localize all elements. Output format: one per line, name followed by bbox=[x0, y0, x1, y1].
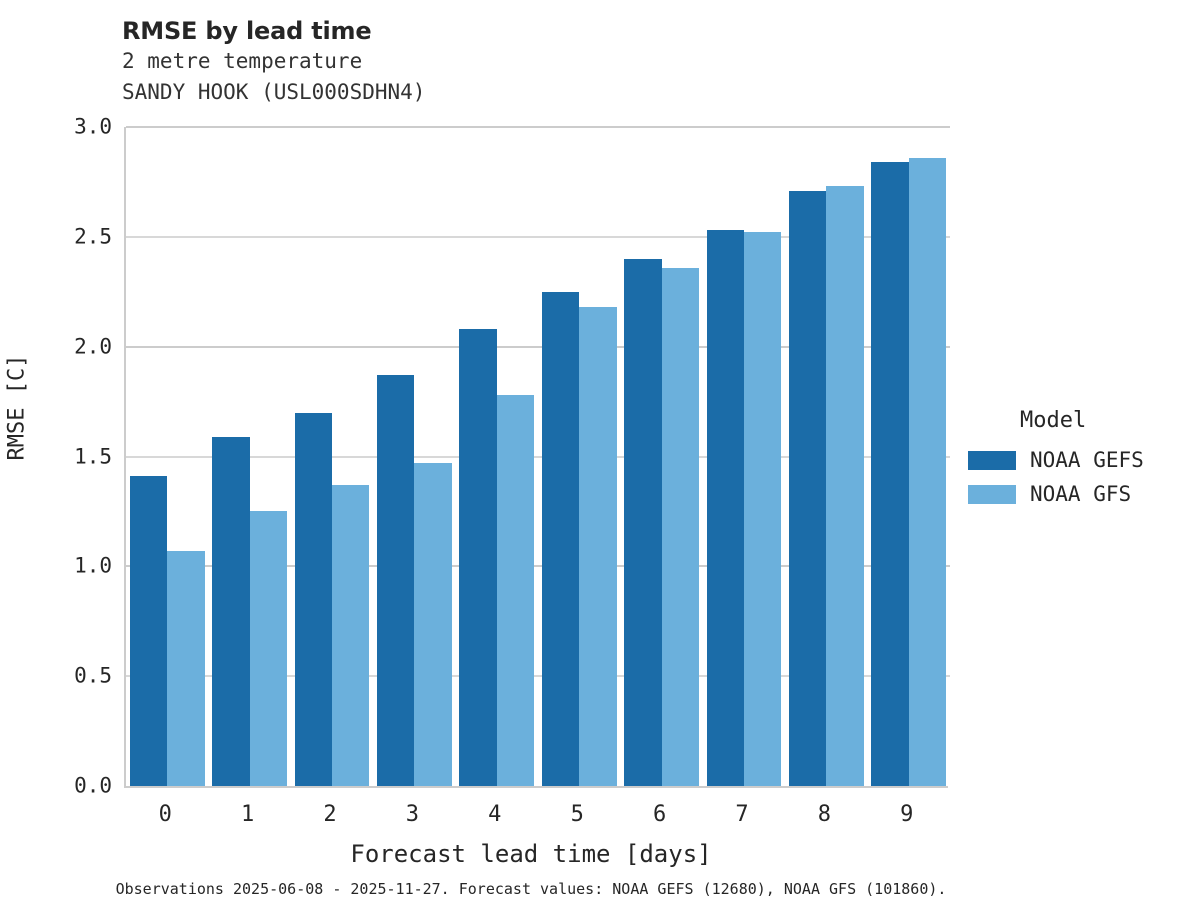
gridline bbox=[126, 675, 950, 678]
gridline bbox=[126, 235, 950, 238]
x-tick-label-8: 8 bbox=[817, 802, 832, 827]
bar-noaa-gefs-day-0 bbox=[129, 476, 168, 786]
legend-swatch-icon bbox=[968, 450, 1016, 470]
bar-noaa-gfs-day-8 bbox=[826, 186, 864, 786]
bar-noaa-gfs-day-5 bbox=[579, 307, 617, 786]
legend-item-noaa-gefs[interactable]: NOAA GEFS bbox=[968, 445, 1188, 475]
chart-station-label: SANDY HOOK (USL000SDHN4) bbox=[122, 80, 426, 104]
bar-noaa-gfs-day-7 bbox=[744, 232, 782, 786]
x-tick-label-1: 1 bbox=[240, 802, 255, 827]
bar-noaa-gfs-day-6 bbox=[661, 267, 700, 786]
gridline bbox=[126, 126, 950, 128]
y-tick-label: 2.5 bbox=[74, 224, 112, 249]
bar-noaa-gefs-day-2 bbox=[294, 412, 332, 786]
gridline bbox=[126, 565, 950, 568]
y-tick-label: 0.5 bbox=[74, 663, 112, 688]
legend-title: Model bbox=[1020, 408, 1087, 433]
x-tick-label-4: 4 bbox=[488, 802, 502, 827]
x-tick-label-3: 3 bbox=[405, 802, 420, 827]
legend-swatch-icon bbox=[968, 484, 1016, 504]
legend-label: NOAA GFS bbox=[1030, 482, 1132, 506]
bar-noaa-gefs-day-9 bbox=[871, 162, 909, 786]
gridline bbox=[126, 455, 950, 458]
bar-noaa-gfs-day-3 bbox=[414, 463, 452, 786]
bar-noaa-gfs-day-4 bbox=[496, 395, 535, 786]
legend-entries: NOAA GEFS NOAA GFS bbox=[968, 445, 1188, 509]
bar-noaa-gefs-day-7 bbox=[706, 230, 744, 786]
bar-noaa-gefs-day-6 bbox=[624, 258, 662, 786]
bar-noaa-gefs-day-4 bbox=[459, 329, 497, 786]
bar-noaa-gfs-day-1 bbox=[249, 511, 288, 786]
title-block: RMSE by lead time 2 metre temperature SA… bbox=[122, 16, 822, 107]
y-tick-label: 3.0 bbox=[74, 114, 112, 139]
bar-noaa-gefs-day-8 bbox=[788, 190, 827, 786]
gridline bbox=[126, 345, 950, 348]
y-tick-label: 2.0 bbox=[74, 334, 112, 359]
y-axis-ticks: 0.0 0.5 1.0 1.5 2.0 2.5 3.0 bbox=[42, 116, 164, 796]
bar-noaa-gefs-day-1 bbox=[212, 436, 250, 786]
y-tick-label: 1.5 bbox=[74, 444, 112, 468]
y-tick-label: 0.0 bbox=[74, 773, 112, 798]
legend-label: NOAA GEFS bbox=[1030, 448, 1144, 472]
x-tick-label-2: 2 bbox=[323, 802, 337, 827]
chart-subtitle: 2 metre temperature bbox=[122, 49, 363, 73]
bar-noaa-gefs-day-5 bbox=[541, 291, 580, 786]
x-tick-label-5: 5 bbox=[570, 802, 584, 827]
x-tick-label-6: 6 bbox=[652, 802, 667, 827]
x-tick-label-7: 7 bbox=[735, 802, 749, 827]
plot-area bbox=[124, 126, 950, 786]
x-axis-baseline bbox=[124, 786, 948, 788]
x-tick-label-0: 0 bbox=[158, 802, 172, 827]
y-axis-title: RMSE [C] bbox=[4, 354, 30, 461]
footnote: Observations 2025-06-08 - 2025-11-27. Fo… bbox=[115, 880, 947, 898]
x-axis-title: Forecast lead time [days] bbox=[350, 840, 712, 868]
page-title: RMSE by lead time bbox=[122, 17, 372, 45]
x-tick-label-9: 9 bbox=[900, 802, 914, 827]
bar-noaa-gfs-day-2 bbox=[332, 485, 370, 786]
bar-noaa-gfs-day-9 bbox=[908, 157, 947, 786]
y-tick-label: 1.0 bbox=[74, 553, 112, 578]
legend-item-noaa-gfs[interactable]: NOAA GFS bbox=[968, 479, 1188, 509]
legend: Model NOAA GEFS NOAA GFS bbox=[968, 408, 1188, 513]
bar-noaa-gfs-day-0 bbox=[167, 550, 205, 786]
bar-noaa-gefs-day-3 bbox=[376, 375, 415, 786]
